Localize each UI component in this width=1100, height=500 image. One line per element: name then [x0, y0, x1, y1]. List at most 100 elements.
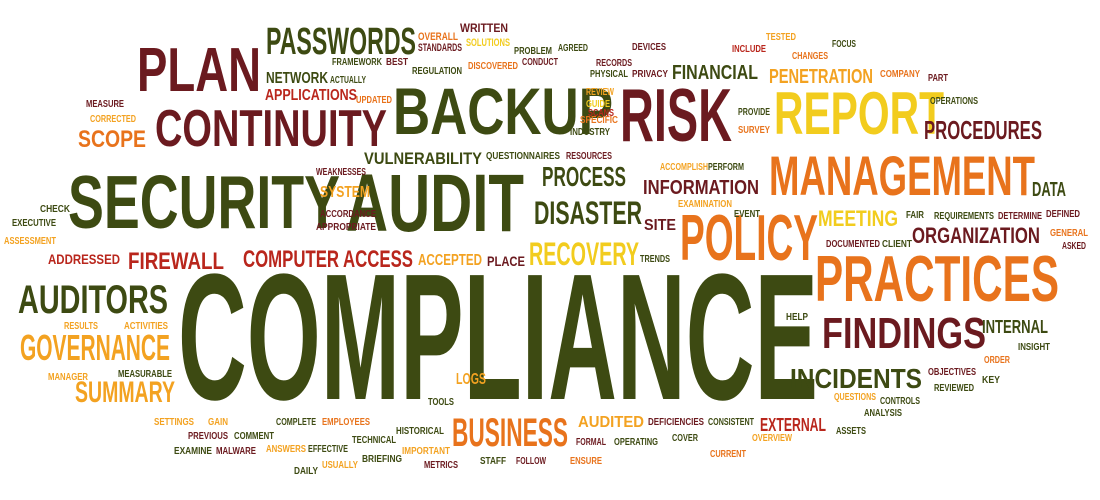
- word-site: SITE: [644, 217, 676, 234]
- word-report: REPORT: [774, 80, 944, 147]
- word-updated: UPDATED: [356, 95, 392, 106]
- word-trends: TRENDS: [640, 254, 671, 265]
- word-general: GENERAL: [1050, 228, 1089, 239]
- word-compliance: COMPLIANCE: [178, 237, 818, 438]
- word-information: INFORMATION: [643, 177, 760, 199]
- word-results: RESULTS: [64, 321, 98, 332]
- word-privacy: PRIVACY: [632, 69, 668, 80]
- word-overall: OVERALL: [418, 31, 459, 43]
- word-staff: STAFF: [480, 456, 506, 467]
- word-meeting: MEETING: [818, 206, 898, 231]
- word-effective: EFFECTIVE: [308, 444, 349, 455]
- word-governance: GOVERNANCE: [20, 327, 170, 368]
- word-provide: PROVIDE: [738, 107, 771, 118]
- word-important: IMPORTANT: [402, 446, 451, 457]
- word-logs: LOGS: [456, 371, 486, 388]
- word-network: NETWORK: [266, 70, 329, 87]
- word-review: REVIEW: [586, 87, 614, 98]
- word-help: HELP: [786, 312, 808, 323]
- word-company: COMPANY: [880, 69, 920, 80]
- word-auditors: AUDITORS: [18, 278, 169, 322]
- word-findings: FINDINGS: [822, 309, 987, 358]
- word-backup: BACKUP: [393, 74, 614, 148]
- word-analysis: ANALYSIS: [864, 408, 903, 419]
- word-examination: EXAMINATION: [678, 199, 732, 210]
- word-incidents: INCIDENTS: [790, 363, 922, 394]
- word-overview: OVERVIEW: [752, 433, 792, 444]
- word-practices: PRACTICES: [815, 242, 1059, 315]
- word-follow: FOLLOW: [516, 456, 547, 467]
- word-plan: PLAN: [137, 36, 262, 105]
- word-system: SYSTEM: [320, 184, 370, 201]
- word-scans: SCANS: [588, 108, 614, 119]
- word-best: BEST: [386, 57, 408, 68]
- word-fair: FAIR: [906, 210, 924, 221]
- word-financial: FINANCIAL: [672, 62, 758, 84]
- word-cover: COVER: [672, 433, 698, 444]
- word-place: PLACE: [487, 253, 526, 269]
- word-usually: USUALLY: [322, 460, 358, 471]
- word-focus: FOCUS: [832, 39, 856, 50]
- word-disaster: DISASTER: [534, 195, 642, 231]
- word-historical: HISTORICAL: [396, 426, 445, 437]
- word-technical: TECHNICAL: [352, 435, 397, 446]
- word-framework: FRAMEWORK: [332, 57, 382, 68]
- word-comment: COMMENT: [234, 431, 274, 442]
- word-objectives: OBJECTIVES: [928, 367, 977, 378]
- word-problem: PROBLEM: [514, 46, 552, 57]
- word-event: EVENT: [734, 209, 761, 220]
- word-continuity: CONTINUITY: [155, 100, 388, 158]
- word-data: DATA: [1032, 179, 1067, 201]
- word-questionnaires: QUESTIONNAIRES: [486, 151, 561, 162]
- word-weaknesses: WEAKNESSES: [316, 167, 367, 178]
- word-firewall: FIREWALL: [128, 248, 225, 275]
- word-standards: STANDARDS: [418, 42, 463, 54]
- word-industry: INDUSTRY: [570, 127, 611, 138]
- word-questions: QUESTIONS: [834, 392, 877, 403]
- word-procedures: PROCEDURES: [924, 115, 1042, 145]
- word-briefing: BRIEFING: [362, 454, 402, 465]
- word-measurable: MEASURABLE: [118, 369, 173, 380]
- word-controls: CONTROLS: [880, 396, 921, 407]
- word-agreed: AGREED: [558, 43, 589, 54]
- word-malware: MALWARE: [216, 446, 256, 457]
- word-operating: OPERATING: [614, 437, 658, 448]
- word-part: PART: [928, 73, 949, 84]
- word-written: WRITTEN: [460, 21, 508, 35]
- word-penetration: PENETRATION: [769, 66, 873, 88]
- word-deficiencies: DEFICIENCIES: [648, 417, 704, 428]
- word-resources: RESOURCES: [566, 151, 612, 162]
- word-audit: AUDIT: [346, 158, 525, 249]
- word-discovered: DISCOVERED: [468, 61, 518, 72]
- word-security: SECURITY: [68, 160, 341, 244]
- word-applications: APPLICATIONS: [265, 87, 358, 104]
- word-organization: ORGANIZATION: [912, 223, 1041, 248]
- word-ensure: ENSURE: [570, 456, 602, 467]
- word-solutions: SOLUTIONS: [466, 37, 511, 49]
- word-determine: DETERMINE: [998, 211, 1042, 222]
- word-answers: ANSWERS: [266, 444, 307, 455]
- word-insight: INSIGHT: [1018, 342, 1050, 353]
- word-records: RECORDS: [596, 58, 633, 69]
- word-current: CURRENT: [710, 449, 746, 460]
- word-accepted: ACCEPTED: [418, 252, 482, 269]
- word-changes: CHANGES: [792, 51, 829, 62]
- word-check: CHECK: [40, 204, 71, 215]
- word-corrected: CORRECTED: [90, 114, 137, 125]
- word-asked: ASKED: [1062, 241, 1086, 252]
- word-gain: GAIN: [208, 417, 228, 428]
- word-formal: FORMAL: [576, 437, 606, 448]
- word-client: CLIENT: [882, 239, 912, 250]
- word-executive: EXECUTIVE: [12, 218, 57, 229]
- word-physical: PHYSICAL: [590, 69, 628, 80]
- word-examine: EXAMINE: [174, 446, 212, 457]
- word-activities: ACTIVITIES: [124, 321, 169, 332]
- word-accomplish: ACCOMPLISH: [660, 162, 708, 173]
- word-requirements: REQUIREMENTS: [934, 211, 995, 222]
- word-documented: DOCUMENTED: [826, 239, 880, 250]
- word-daily: DAILY: [294, 466, 318, 477]
- word-computer-access: COMPUTER ACCESS: [243, 246, 414, 273]
- word-appropriate: APPROPRIATE: [316, 222, 377, 233]
- word-consistent: CONSISTENT: [708, 417, 755, 428]
